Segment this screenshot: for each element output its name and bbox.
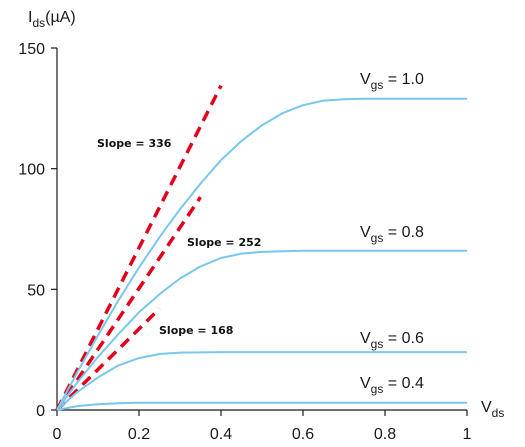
y-tick-label: 150 — [18, 41, 45, 58]
x-tick-label: 0.8 — [374, 426, 396, 443]
x-axis-label: Vds — [481, 399, 504, 420]
x-tick-label: 0.2 — [128, 426, 150, 443]
x-tick-label: 0.4 — [210, 426, 232, 443]
curve-line — [56, 401, 467, 411]
y-axis-label: Ids(µA) — [28, 9, 76, 30]
curve-label: Vgs = 0.6 — [360, 330, 424, 351]
slope-line — [55, 307, 161, 412]
y-tick-label: 50 — [27, 282, 45, 299]
slope-label: Slope = 336 — [97, 137, 172, 150]
curve-line — [56, 97, 467, 411]
slope-line — [55, 84, 223, 411]
curve-line — [56, 249, 467, 411]
slope-line — [55, 196, 202, 411]
slope-label: Slope = 168 — [159, 324, 233, 337]
x-tick-label: 0.6 — [292, 426, 314, 443]
y-tick-label: 0 — [36, 403, 45, 420]
x-tick-label: 0 — [53, 426, 62, 443]
curve-label: Vgs = 1.0 — [360, 71, 424, 92]
axes: 0 50 100 150 0 0.2 0.4 0.6 0.8 1 Ids(µA) Vds — [18, 9, 504, 443]
curve-line — [56, 351, 467, 411]
curves — [56, 97, 467, 411]
curve-label: Vgs = 0.8 — [360, 224, 424, 245]
labels: Vgs = 1.0 Vgs = 0.8 Vgs = 0.6 Vgs = 0.4 — [360, 71, 424, 396]
slope-label: Slope = 252 — [187, 236, 261, 249]
x-tick-label: 1 — [463, 426, 472, 443]
curve-label: Vgs = 0.4 — [360, 375, 424, 396]
slope-lines: Slope = 336 Slope = 252 Slope = 168 — [55, 84, 261, 412]
y-tick-label: 100 — [18, 162, 45, 179]
